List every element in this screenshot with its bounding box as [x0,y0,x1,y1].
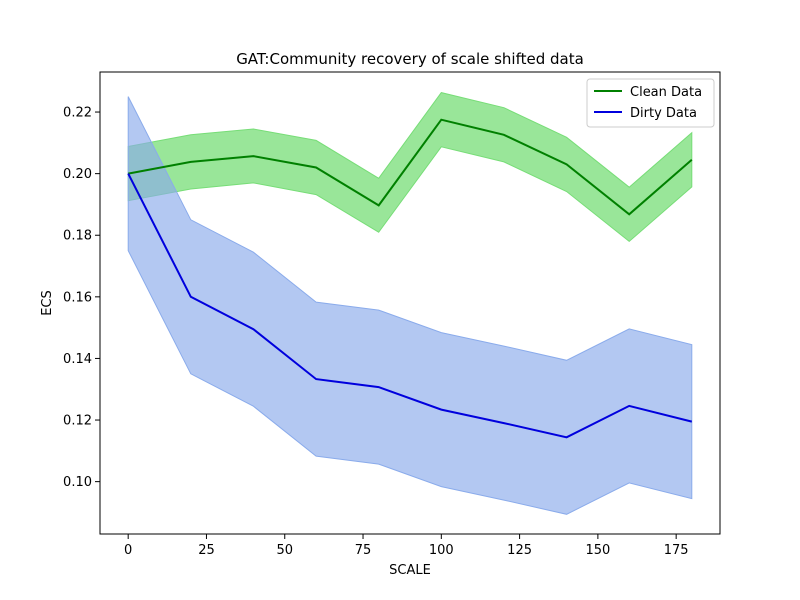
x-axis-label: SCALE [389,563,431,578]
confidence-bands [127,92,693,515]
x-tick-label: 0 [124,543,132,558]
y-tick-label: 0.18 [63,229,92,244]
y-tick-label: 0.16 [63,290,92,305]
legend-label-clean-data: Clean Data [630,85,702,100]
series-lines [127,118,693,439]
y-tick-label: 0.14 [63,352,92,367]
x-tick-label: 25 [198,543,215,558]
chart-title: GAT:Community recovery of scale shifted … [236,50,584,68]
y-tick-label: 0.10 [63,475,92,490]
x-tick-label: 50 [276,543,293,558]
y-tick-label: 0.12 [63,414,92,429]
x-tick-label: 150 [585,543,610,558]
y-axis-label: ECS [40,290,55,316]
x-axis: 0 25 50 75 100 125 150 175 [124,534,689,558]
plot-frame [99,71,721,535]
x-tick-label: 125 [507,543,532,558]
legend: Clean Data Dirty Data [586,78,715,128]
band-dirty-data [127,96,693,515]
legend-label-dirty-data: Dirty Data [630,106,697,121]
y-tick-label: 0.20 [63,167,92,182]
line-clean-data [128,118,693,216]
line-dirty-data [127,173,693,439]
x-tick-label: 75 [355,543,372,558]
x-tick-label: 175 [664,543,689,558]
y-axis: 0.10 0.12 0.14 0.16 0.18 0.20 0.22 [63,106,100,490]
x-tick-label: 100 [429,543,454,558]
band-clean-data [127,92,693,243]
y-tick-label: 0.22 [63,106,92,121]
